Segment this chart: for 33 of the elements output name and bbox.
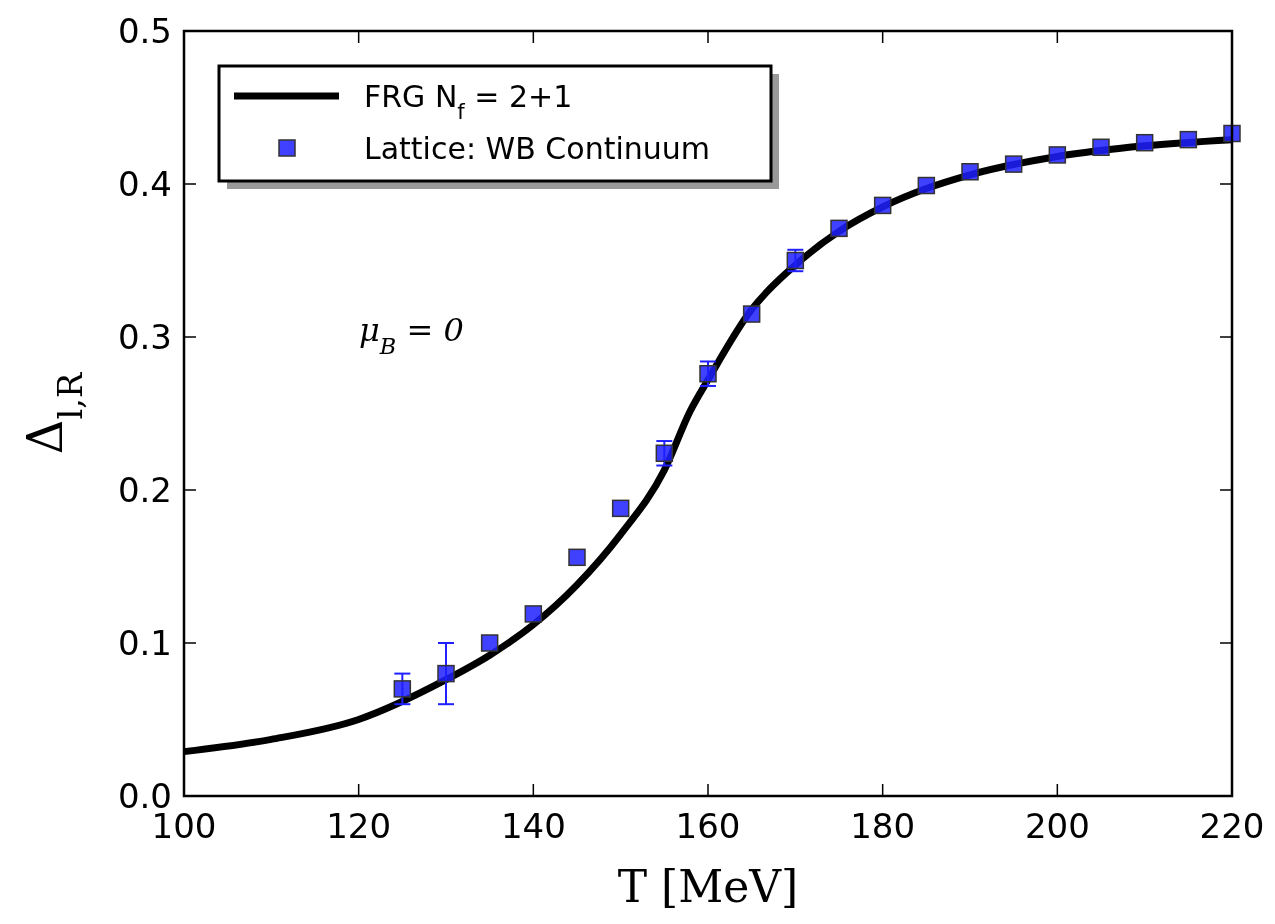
y-tick-label: 0.5	[117, 11, 172, 51]
point	[1004, 155, 1023, 173]
y-tick-label: 0.2	[117, 470, 172, 510]
y-tick-label: 0.3	[117, 317, 172, 357]
x-tick-label: 180	[850, 806, 916, 846]
x-tick-label: 120	[326, 806, 392, 846]
point	[437, 664, 455, 683]
point	[699, 364, 717, 383]
point	[611, 499, 630, 518]
point	[830, 219, 848, 238]
point	[655, 444, 674, 463]
point	[480, 634, 499, 652]
x-axis-title: T [MeV]	[617, 861, 799, 912]
point	[1092, 138, 1110, 157]
point	[1135, 133, 1154, 152]
point	[1048, 146, 1067, 164]
x-tick-label: 160	[675, 806, 741, 846]
point	[1179, 130, 1198, 149]
legend-label: Lattice: WB Continuum	[364, 131, 711, 166]
legend-label: FRG N$_{f}$ = 2+1	[364, 79, 573, 124]
point	[961, 163, 979, 181]
point	[568, 548, 586, 567]
x-tick-label: 200	[1024, 806, 1090, 846]
point	[742, 305, 761, 323]
y-tick-label: 0.1	[117, 623, 172, 663]
x-tick-label: 140	[500, 806, 566, 846]
x-tick-label: 220	[1199, 806, 1265, 846]
point	[873, 196, 892, 215]
point	[917, 176, 936, 195]
point	[524, 605, 543, 623]
annotation: μ$_{B}$ = 0	[359, 311, 464, 359]
y-tick-label: 0.4	[117, 164, 172, 204]
point	[393, 680, 412, 698]
